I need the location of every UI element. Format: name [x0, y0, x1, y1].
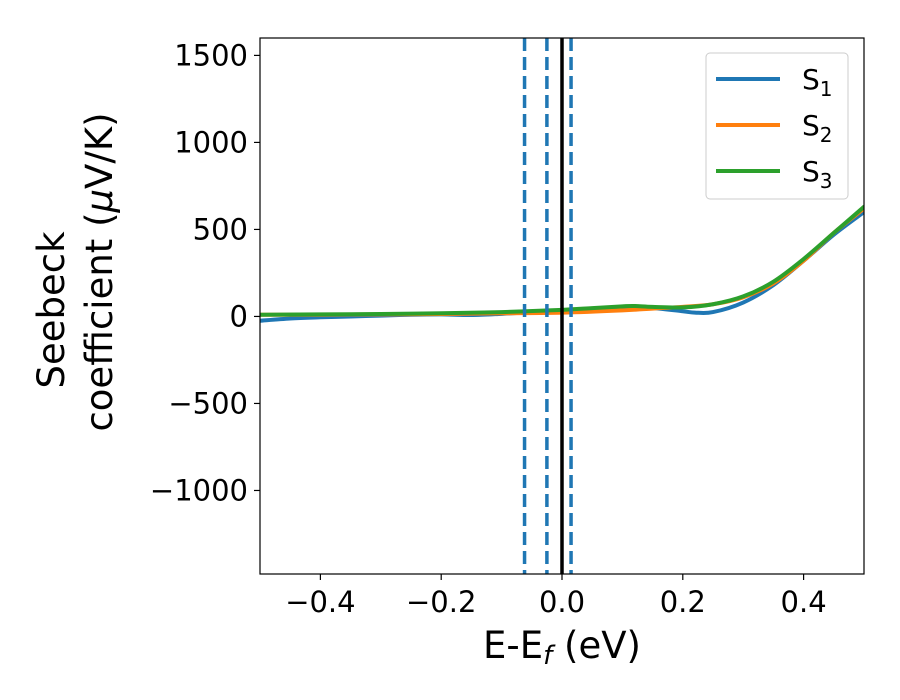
- legend-label-s2: S2: [802, 109, 833, 147]
- y-axis-label: Seebeck coefficient (μV/K): [30, 112, 121, 431]
- y-tick-label: −500: [168, 386, 248, 420]
- x-axis-label-main: E-E: [483, 624, 543, 667]
- legend: S1 S2 S3: [705, 52, 849, 200]
- axis-ticks: −0.4 −0.2 0.0 0.2 0.4 −1000 −500 0 500 1000 1500: [150, 38, 827, 619]
- legend-label-s3: S3: [802, 155, 833, 193]
- plot-data-group: [260, 38, 864, 574]
- y-tick-label: 1000: [174, 125, 248, 159]
- legend-label-s1: S1: [802, 63, 833, 101]
- y-axis-label-line2-mu: μ: [78, 189, 121, 214]
- y-axis-label-line2-suffix: V/K): [78, 112, 121, 188]
- y-axis-label-line1: Seebeck: [30, 231, 73, 389]
- x-axis-label: E-Ef (eV): [483, 624, 641, 671]
- y-tick-label: 1500: [174, 38, 248, 72]
- y-axis-label-line2-prefix: coefficient (: [78, 212, 121, 431]
- y-tick-label: −1000: [150, 473, 248, 507]
- x-tick-label: −0.2: [406, 585, 476, 619]
- series-line-s3: [260, 204, 864, 317]
- x-tick-label: 0.2: [660, 585, 706, 619]
- x-axis-label-suffix: (eV): [552, 624, 641, 667]
- x-tick-label: 0.4: [781, 585, 827, 619]
- y-axis-label-line2: coefficient (μV/K): [78, 112, 121, 431]
- x-tick-label: −0.4: [285, 585, 355, 619]
- x-tick-label: 0.0: [539, 585, 585, 619]
- y-tick-label: 500: [193, 212, 248, 246]
- y-tick-label: 0: [230, 299, 248, 333]
